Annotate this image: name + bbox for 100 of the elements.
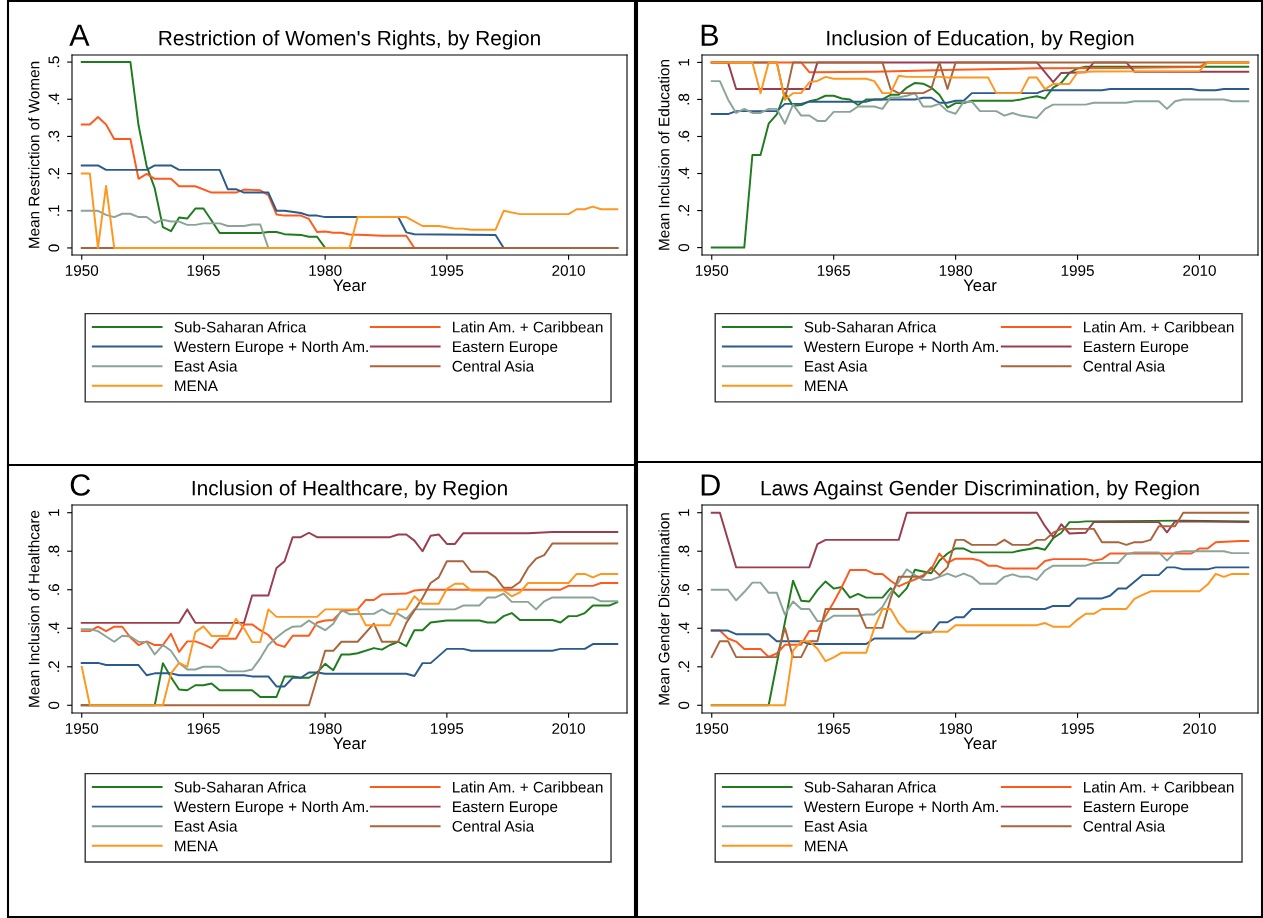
legend-label: Central Asia xyxy=(452,820,535,832)
legend-label: Western Europe + North Am. xyxy=(803,340,998,356)
line-series xyxy=(710,511,1250,659)
chart-title: Laws Against Gender Discrimination, by Region xyxy=(761,480,1199,500)
legend-label: Latin Am. + Caribbean xyxy=(453,781,603,793)
x-tick-label: 1995 xyxy=(431,265,464,276)
y-tick-label: .6 xyxy=(48,584,60,595)
line-series xyxy=(80,572,619,707)
y-tick-label: .8 xyxy=(678,545,690,557)
legend-label: Sub-Saharan Africa xyxy=(174,321,307,333)
y-tick-label: .2 xyxy=(678,661,690,672)
x-tick-label: 1965 xyxy=(187,265,220,276)
y-tick-label: .6 xyxy=(678,584,690,595)
x-tick-label: 1980 xyxy=(939,265,973,276)
legend-label: Latin Am. + Caribbean xyxy=(1084,321,1234,333)
line-series xyxy=(80,592,619,673)
legend-label: Western Europe + North Am. xyxy=(803,800,998,816)
x-tick-label: 1965 xyxy=(817,265,851,276)
legend-label: East Asia xyxy=(175,820,238,832)
x-axis-title: Year xyxy=(963,737,997,750)
legend-label: MENA xyxy=(175,380,218,392)
line-series xyxy=(710,572,1250,707)
chart-title: Restriction of Women's Rights, by Region xyxy=(159,30,540,50)
y-tick-label: .6 xyxy=(678,130,690,142)
y-tick-label: .3 xyxy=(48,130,60,142)
line-series xyxy=(710,550,1250,623)
y-tick-label: .4 xyxy=(678,622,690,634)
x-tick-label: 1950 xyxy=(695,723,729,734)
x-tick-label: 1950 xyxy=(65,265,99,276)
x-tick-label: 1995 xyxy=(1061,723,1094,734)
legend-label: Latin Am. + Caribbean xyxy=(453,321,603,333)
legend-label: Eastern Europe xyxy=(453,341,558,356)
legend-label: MENA xyxy=(175,840,218,852)
line-series xyxy=(80,542,619,707)
chart-title: Inclusion of Healthcare, by Region xyxy=(192,480,507,500)
y-axis-title: Mean Inclusion of Healthcare xyxy=(28,510,40,707)
line-series xyxy=(710,511,1250,569)
text: C xyxy=(70,474,91,496)
x-axis-title: Year xyxy=(333,737,367,750)
y-tick-label: 0 xyxy=(678,243,690,252)
y-tick-label: .4 xyxy=(48,93,60,105)
line-series xyxy=(710,80,1250,125)
x-axis-title: Year xyxy=(963,279,997,292)
x-axis-title: Year xyxy=(333,279,367,292)
x-tick-label: 1965 xyxy=(817,723,851,734)
y-tick-label: 0 xyxy=(48,244,60,252)
legend-label: Central Asia xyxy=(1083,360,1166,372)
y-tick-label: 1 xyxy=(678,58,690,66)
line-series xyxy=(710,61,1250,101)
legend-label: East Asia xyxy=(805,820,868,832)
legend-label: Western Europe + North Am. xyxy=(173,340,368,356)
x-tick-label: 1950 xyxy=(695,265,729,276)
y-axis-title: Mean Restriction of Women xyxy=(28,61,40,248)
x-tick-label: 1980 xyxy=(309,265,342,276)
legend-label: Sub-Saharan Africa xyxy=(804,781,937,793)
legend-label: East Asia xyxy=(175,360,238,372)
line-series xyxy=(710,88,1250,116)
legend-label: Western Europe + North Am. xyxy=(173,800,368,816)
y-axis-title: Mean Gender Discrimination xyxy=(658,513,670,705)
legend-label: Eastern Europe xyxy=(1084,341,1189,356)
text: B xyxy=(701,24,718,46)
line-series xyxy=(80,643,619,688)
legend-label: Eastern Europe xyxy=(1084,801,1189,816)
x-tick-label: 1980 xyxy=(939,723,973,734)
x-tick-label: 2010 xyxy=(1183,265,1216,276)
legend-label: Central Asia xyxy=(452,360,535,372)
line-series xyxy=(710,566,1250,646)
y-tick-label: .2 xyxy=(48,661,60,672)
x-tick-label: 2010 xyxy=(552,723,585,734)
line-series xyxy=(710,65,1250,249)
legend-label: East Asia xyxy=(805,360,868,372)
y-tick-label: .5 xyxy=(48,56,60,68)
y-tick-label: .4 xyxy=(678,167,690,179)
y-tick-label: .1 xyxy=(48,205,60,216)
x-tick-label: 1965 xyxy=(187,723,220,734)
legend-label: MENA xyxy=(805,840,848,852)
legend-label: MENA xyxy=(805,380,848,392)
x-tick-label: 2010 xyxy=(1183,723,1216,734)
x-tick-label: 1950 xyxy=(65,723,99,734)
x-tick-label: 1995 xyxy=(1061,265,1094,276)
y-tick-label: .2 xyxy=(678,204,690,216)
legend-label: Latin Am. + Caribbean xyxy=(1084,781,1234,793)
x-tick-label: 2010 xyxy=(552,265,585,276)
y-axis-title: Mean Inclusion of Education xyxy=(658,60,670,250)
y-tick-label: .4 xyxy=(48,622,60,634)
legend-label: Central Asia xyxy=(1083,820,1166,832)
y-tick-label: 0 xyxy=(678,701,690,709)
chart-title: Inclusion of Education, by Region xyxy=(827,30,1134,50)
x-tick-label: 1980 xyxy=(309,723,342,734)
text: A xyxy=(69,24,90,46)
legend-label: Sub-Saharan Africa xyxy=(804,321,937,333)
y-tick-label: .8 xyxy=(678,93,690,105)
y-tick-label: 1 xyxy=(48,509,60,516)
line-series xyxy=(80,530,619,624)
y-tick-label: 1 xyxy=(678,509,690,516)
y-tick-label: 0 xyxy=(48,701,60,709)
line-series xyxy=(80,582,619,653)
line-series xyxy=(80,209,270,249)
y-tick-label: .2 xyxy=(48,167,60,179)
legend-label: Sub-Saharan Africa xyxy=(174,781,307,793)
